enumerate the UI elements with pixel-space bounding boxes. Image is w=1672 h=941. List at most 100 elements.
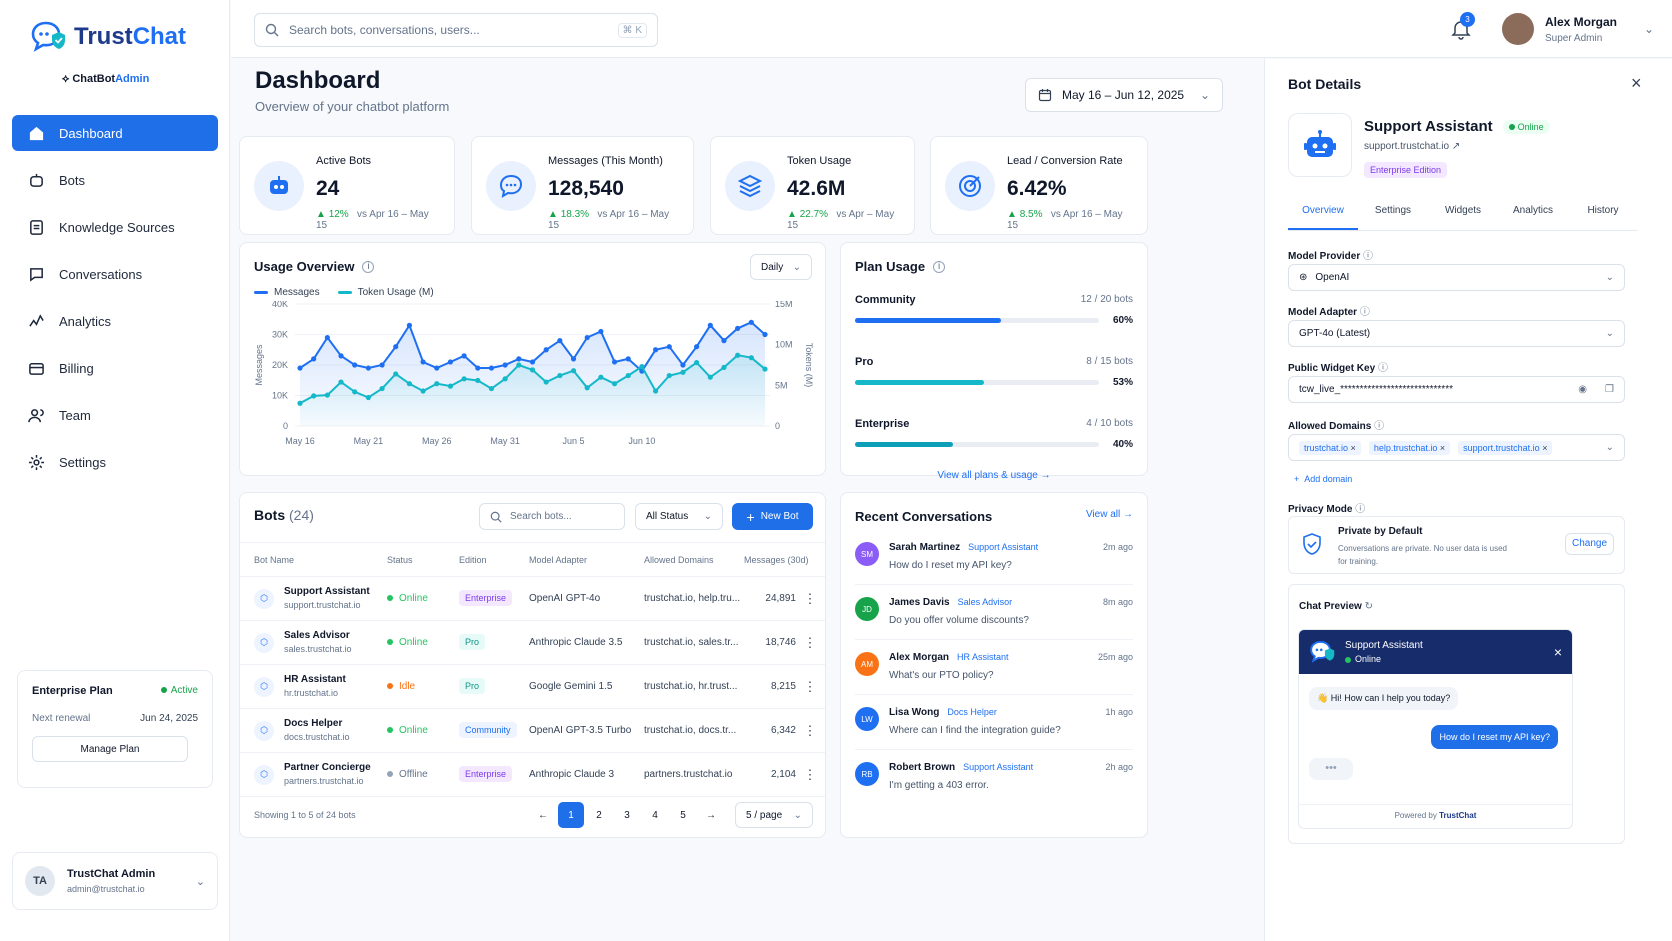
column-header[interactable]: Edition — [459, 554, 487, 565]
conversation-item[interactable]: RB Robert Brown Support Assistant I'm get… — [855, 750, 1133, 804]
new-bot-button[interactable]: + New Bot — [732, 503, 813, 530]
sidebar-item-bots[interactable]: Bots — [12, 162, 218, 198]
more-options-icon[interactable]: ⋮ — [803, 678, 817, 694]
sidebar-item-conversations[interactable]: Conversations — [12, 256, 218, 292]
sidebar-item-analytics[interactable]: Analytics — [12, 303, 218, 339]
status-filter-select[interactable]: All Status ⌄ — [635, 503, 723, 530]
page-button[interactable]: 5 — [680, 809, 686, 821]
data-point — [406, 322, 413, 328]
close-icon[interactable]: × — [1553, 644, 1562, 660]
tab-history[interactable]: History — [1587, 205, 1619, 216]
conversation-item[interactable]: AM Alex Morgan HR Assistant What's our PT… — [855, 640, 1133, 695]
model-adapter-select[interactable]: GPT-4o (Latest) ⌄ — [1288, 320, 1625, 347]
usage-line-chart: 40K 30K 20K 10K 0 15M 10M 5M 0 Messages Tokens (M)… — [254, 301, 814, 446]
chevron-down-icon: ⌄ — [1644, 22, 1655, 36]
user-menu[interactable]: Alex Morgan Super Admin ⌄ — [1502, 13, 1654, 45]
sidebar-item-knowledge-sources[interactable]: Knowledge Sources — [12, 209, 218, 245]
model-provider-select[interactable]: ⊛ OpenAI ⌄ — [1288, 264, 1625, 291]
sidebar-item-dashboard[interactable]: Dashboard — [12, 115, 218, 151]
column-header[interactable]: Bot Name — [254, 554, 295, 565]
view-all-conversations-link[interactable]: View all → — [1085, 509, 1133, 520]
data-point — [680, 362, 686, 368]
page-button[interactable]: 2 — [596, 809, 602, 821]
sidebar-item-label: Conversations — [59, 266, 143, 282]
prev-page-arrow-icon[interactable]: ← — [538, 809, 548, 821]
bot-name: Sales Advisor — [284, 630, 350, 641]
view-all-plans-link[interactable]: View all plans & usage → — [937, 470, 1051, 481]
copy-icon[interactable]: ❐ — [1605, 384, 1614, 395]
page-button[interactable]: 1 — [558, 802, 584, 828]
conversation-item[interactable]: SM Sarah Martinez Support Assistant How d… — [855, 530, 1133, 585]
bots-search-input[interactable]: Search bots... — [479, 503, 625, 530]
conversation-item[interactable]: LW Lisa Wong Docs Helper Where can I find… — [855, 695, 1133, 750]
data-point — [639, 364, 645, 370]
sidebar-item-team[interactable]: Team — [12, 397, 218, 433]
add-domain-button[interactable]: + Add domain — [1294, 474, 1353, 484]
tab-settings[interactable]: Settings — [1374, 205, 1412, 216]
y2-tick-label: 5M — [775, 380, 788, 390]
status-indicator: Idle — [387, 681, 459, 692]
data-point — [543, 379, 549, 385]
kpi-value: 128,540 — [548, 177, 624, 200]
preview-status: Online — [1345, 654, 1423, 664]
legend-messages: Messages — [254, 287, 320, 298]
domain-chip[interactable]: trustchat.io × — [1299, 440, 1361, 455]
period-select[interactable]: Daily ⌄ — [750, 254, 812, 280]
eye-icon[interactable]: ◉ — [1578, 384, 1588, 395]
remove-icon[interactable]: × — [1439, 442, 1446, 453]
sidebar-item-settings[interactable]: Settings — [12, 444, 218, 480]
conversation-item[interactable]: JD James Davis Sales Advisor Do you offer… — [855, 585, 1133, 640]
date-range-picker[interactable]: May 16 – Jun 12, 2025 ⌄ — [1025, 78, 1223, 112]
conversation-avatar: SM — [855, 542, 879, 566]
domain-chip[interactable]: help.trustchat.io × — [1368, 440, 1451, 455]
close-icon[interactable]: × — [1631, 73, 1642, 93]
more-options-icon[interactable]: ⋮ — [803, 722, 817, 738]
privacy-title: Private by Default — [1338, 526, 1423, 537]
next-page-arrow-icon[interactable]: → — [706, 809, 716, 821]
tab-analytics[interactable]: Analytics — [1512, 205, 1553, 216]
more-options-icon[interactable]: ⋮ — [803, 634, 817, 650]
allowed-domains-select[interactable]: trustchat.io × help.trustchat.io × support… — [1288, 434, 1625, 461]
page-size-select[interactable]: 5 / page ⌄ — [735, 802, 813, 828]
data-point — [461, 376, 467, 382]
page-button[interactable]: 4 — [652, 809, 658, 821]
data-point — [338, 379, 344, 385]
data-point — [447, 383, 454, 389]
user-name: Alex Morgan — [1545, 14, 1618, 29]
account-switcher[interactable]: TA TrustChat Admin admin@trustchat.io ⌄ — [12, 852, 218, 910]
table-row[interactable]: ⬡ Support Assistant support.trustchat.io O… — [240, 577, 825, 621]
table-row[interactable]: ⬡ Partner Concierge partners.trustchat.io … — [240, 753, 825, 797]
domain-chip[interactable]: support.trustchat.io × — [1458, 440, 1553, 455]
details-domain[interactable]: support.trustchat.io ↗ — [1364, 141, 1461, 152]
model-adapter: OpenAI GPT-3.5 Turbo — [529, 725, 632, 736]
change-privacy-button[interactable]: Change — [1565, 533, 1614, 555]
manage-plan-button[interactable]: Manage Plan — [32, 736, 188, 762]
table-row[interactable]: ⬡ Docs Helper docs.trustchat.io Online Com… — [240, 709, 825, 753]
data-point — [406, 381, 413, 387]
bots-title: Bots (24) — [254, 507, 314, 523]
column-header[interactable]: Allowed Domains — [644, 554, 714, 565]
tab-overview[interactable]: Overview — [1288, 205, 1358, 230]
brand-logo[interactable]: TrustChat — [30, 20, 186, 54]
chat-preview-card: Chat Preview ↻ Support Assistant Online ×… — [1288, 584, 1625, 844]
widget-key-field[interactable]: tcw_live_***************************** ◉ ❐ — [1288, 376, 1625, 403]
table-row[interactable]: ⬡ HR Assistant hr.trustchat.io Idle Pro Go… — [240, 665, 825, 709]
info-icon: i — [362, 260, 375, 273]
refresh-icon[interactable]: ↻ — [1364, 601, 1373, 612]
column-header[interactable]: Model Adapter — [529, 554, 588, 565]
more-options-icon[interactable]: ⋮ — [803, 590, 817, 606]
data-point — [721, 338, 727, 344]
table-row[interactable]: ⬡ Sales Advisor sales.trustchat.io Online … — [240, 621, 825, 665]
tab-widgets[interactable]: Widgets — [1444, 205, 1482, 216]
column-header[interactable]: Status — [387, 554, 413, 565]
sidebar-item-billing[interactable]: Billing — [12, 350, 218, 386]
x-tick-label: Jun 10 — [628, 436, 655, 446]
page-button[interactable]: 3 — [624, 809, 630, 821]
more-options-icon[interactable]: ⋮ — [803, 766, 817, 782]
remove-icon[interactable]: × — [1350, 442, 1356, 453]
column-header[interactable]: Messages (30d) — [744, 554, 809, 565]
global-search[interactable]: Search bots, conversations, users... ⌘ K — [254, 13, 658, 47]
model-adapter: Anthropic Claude 3.5 — [529, 637, 623, 648]
edition-badge: Enterprise — [459, 590, 513, 606]
remove-icon[interactable]: × — [1542, 442, 1548, 453]
